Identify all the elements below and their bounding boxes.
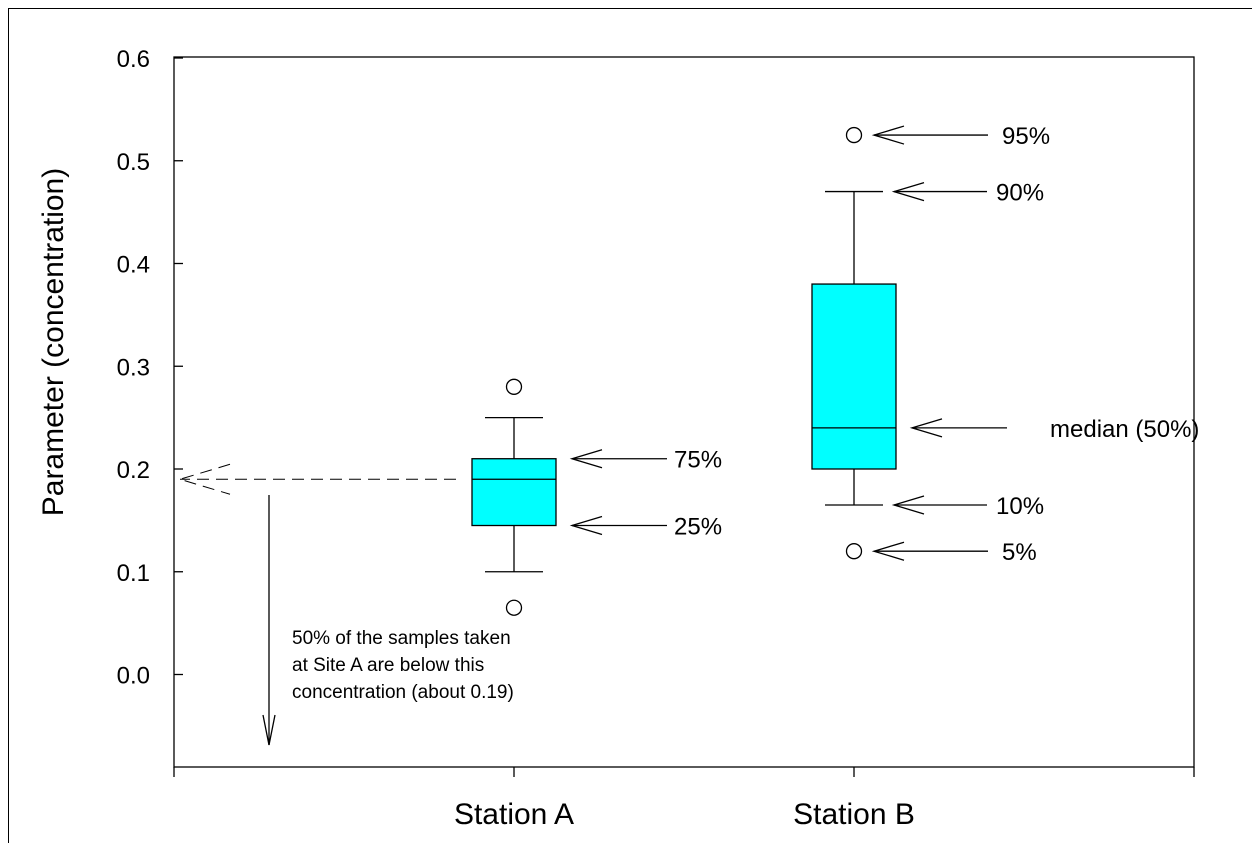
note-annotation: 50% of the samples taken at Site A are be… bbox=[262, 495, 514, 746]
chart-frame bbox=[8, 8, 1252, 843]
annotation-label: 10% bbox=[996, 493, 1044, 520]
annotation-p95: 95% bbox=[871, 123, 1050, 150]
outlier-point-5 bbox=[845, 543, 863, 560]
annotation-label: 75% bbox=[674, 447, 722, 474]
median-guide-arrow bbox=[178, 463, 456, 495]
median-guide-arrowhead bbox=[178, 463, 231, 495]
annotation-p25: 25% bbox=[569, 514, 722, 541]
x-axis: Station A Station B bbox=[173, 767, 1195, 831]
note-text-line: at Site A are below this bbox=[292, 655, 484, 676]
annotation-label: 5% bbox=[1002, 539, 1037, 566]
annotation-arrowhead bbox=[909, 418, 943, 438]
annotation-median: median (50%) bbox=[909, 416, 1199, 443]
annotation-arrowhead bbox=[891, 181, 925, 202]
y-tick-label: 0.0 bbox=[117, 663, 150, 690]
plot-area bbox=[173, 56, 1195, 768]
y-tick-label: 0.4 bbox=[117, 252, 150, 279]
annotation-p10: 10% bbox=[891, 493, 1044, 520]
annotation-p5: 5% bbox=[871, 539, 1037, 566]
y-tick-label: 0.6 bbox=[117, 46, 150, 73]
y-axis: 0.0 0.1 0.2 0.3 0.4 0.5 0.6 bbox=[117, 46, 183, 690]
outlier-point-5 bbox=[505, 599, 523, 616]
box-iqr bbox=[811, 283, 897, 470]
annotation-label: 95% bbox=[1002, 123, 1050, 150]
x-tick-label: Station A bbox=[454, 798, 574, 831]
annotation-arrowhead bbox=[871, 125, 905, 145]
annotation-arrowhead bbox=[569, 515, 603, 536]
annotation-arrowhead bbox=[569, 449, 603, 469]
note-arrowhead bbox=[262, 714, 276, 746]
note-text-line: 50% of the samples taken bbox=[292, 628, 511, 649]
annotations: 75% 25% 95% 90% median (50%) 10% 5% bbox=[569, 123, 1199, 566]
y-tick-label: 0.2 bbox=[117, 457, 150, 484]
boxes bbox=[471, 126, 897, 616]
box-station-a bbox=[471, 378, 557, 616]
y-tick-label: 0.5 bbox=[117, 149, 150, 176]
outlier-point-95 bbox=[505, 378, 523, 395]
annotation-arrowhead bbox=[891, 495, 925, 515]
annotation-arrowhead bbox=[871, 541, 905, 561]
y-tick-label: 0.1 bbox=[117, 560, 150, 587]
annotation-label: 25% bbox=[674, 514, 722, 541]
y-tick-label: 0.3 bbox=[117, 354, 150, 381]
x-tick-label: Station B bbox=[793, 798, 915, 831]
outlier-point-95 bbox=[845, 126, 863, 144]
note-text-line: concentration (about 0.19) bbox=[292, 682, 514, 703]
annotation-label: 90% bbox=[996, 180, 1044, 207]
box-station-b bbox=[811, 126, 897, 560]
y-axis-label: Parameter (concentration) bbox=[37, 168, 70, 517]
annotation-label: median (50%) bbox=[1050, 416, 1199, 443]
annotation-p75: 75% bbox=[569, 447, 722, 474]
annotation-p90: 90% bbox=[891, 180, 1044, 207]
box-iqr bbox=[471, 458, 557, 527]
